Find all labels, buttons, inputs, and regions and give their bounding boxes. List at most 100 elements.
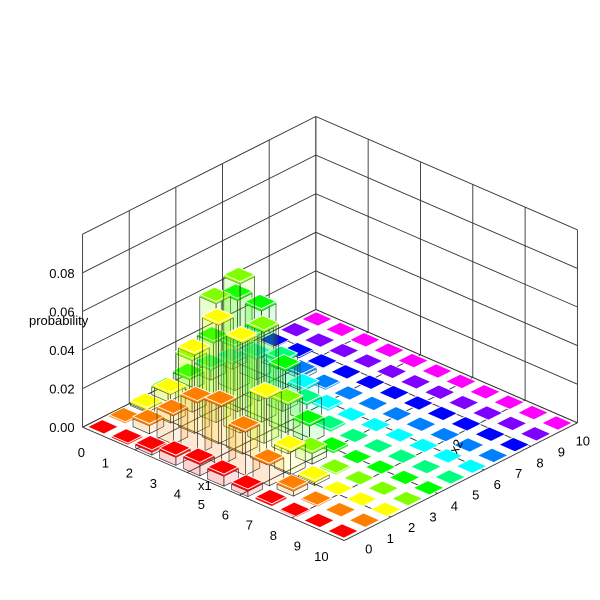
bar-cap-side — [274, 442, 291, 452]
bar-cap-side — [149, 416, 164, 426]
bar-top — [326, 523, 360, 539]
bar-cap-side — [330, 422, 346, 432]
bar — [332, 385, 366, 401]
bar-top — [348, 332, 382, 348]
bar — [327, 342, 361, 359]
bar — [182, 447, 216, 477]
bar-cap-side — [197, 333, 214, 344]
bar — [254, 488, 288, 507]
bar — [361, 438, 395, 454]
bar-cap-side — [183, 455, 200, 465]
bar-cap-side — [199, 455, 215, 465]
bar-cap-side — [223, 466, 239, 477]
bar-top — [86, 419, 120, 435]
bar-top — [375, 363, 409, 380]
bar — [299, 490, 333, 507]
y-tick-label: 2 — [408, 520, 415, 535]
bar-top — [182, 447, 216, 463]
bar-top — [347, 512, 381, 528]
grid-line — [82, 231, 578, 351]
bar-cap-side — [271, 496, 287, 507]
bar — [275, 474, 309, 497]
bar — [409, 458, 443, 475]
bar — [297, 465, 331, 486]
bar-top — [356, 395, 390, 412]
bar-top — [220, 283, 254, 299]
x-tick-label: 6 — [222, 507, 229, 522]
bar-cap-side — [237, 291, 252, 301]
bar-top — [299, 490, 333, 506]
bar-top — [406, 437, 440, 454]
bar-top — [471, 405, 505, 421]
bar — [377, 384, 411, 401]
bar — [249, 381, 283, 466]
bar-top — [519, 426, 553, 442]
bar — [305, 353, 339, 369]
x-tick-label: 7 — [246, 518, 253, 533]
bar-cap-side — [181, 393, 198, 404]
bar-top — [430, 448, 464, 464]
bar-cap-side — [298, 472, 315, 483]
axis-labels: probability x1 x2 0.000.020.040.060.0801… — [29, 266, 590, 564]
bar-cap-side — [333, 443, 348, 454]
y-tick-label: 8 — [536, 455, 543, 470]
bar-top — [273, 434, 307, 450]
bar — [473, 426, 507, 442]
bar — [110, 428, 144, 445]
bar — [447, 394, 481, 411]
bar-cap-side — [285, 361, 300, 372]
bar-top — [316, 436, 350, 452]
bar-top — [129, 392, 163, 408]
bar — [540, 415, 574, 431]
bar-cap-side — [306, 395, 322, 405]
bar — [206, 459, 240, 487]
y-tick-label: 4 — [451, 498, 458, 513]
bar-top — [222, 266, 256, 283]
bar — [382, 427, 416, 443]
bar-top — [361, 438, 395, 454]
bar-cap-side — [218, 315, 234, 326]
bar — [323, 502, 357, 518]
bar-top — [278, 501, 312, 517]
bar-top — [177, 337, 211, 354]
bar-cap-side — [189, 370, 204, 380]
bar — [366, 480, 400, 496]
bar — [364, 459, 398, 475]
bar-top — [377, 384, 411, 401]
bar — [227, 415, 261, 476]
bar-top — [227, 415, 261, 431]
bar — [433, 469, 467, 485]
bar-top — [476, 447, 510, 464]
bar-cap-side — [178, 345, 195, 355]
bar-cap-side — [231, 482, 248, 492]
bar-cap-side — [312, 401, 329, 411]
bar-cap-side — [256, 349, 271, 360]
bar-top — [449, 416, 483, 432]
bar-top — [353, 374, 387, 390]
bar-top — [251, 448, 285, 464]
bar-cap-side — [269, 361, 286, 372]
x-tick-label: 4 — [174, 486, 181, 501]
bar-top — [492, 394, 526, 410]
bar-top — [468, 384, 502, 400]
bar — [468, 384, 502, 400]
bar-top — [342, 470, 376, 486]
bar-cap-side — [245, 301, 262, 312]
bar-top — [433, 469, 467, 485]
bar — [324, 321, 358, 338]
bar-top — [134, 435, 168, 451]
bar — [246, 315, 280, 444]
bar — [326, 523, 360, 539]
bar — [294, 436, 328, 465]
z-axis-label: probability — [29, 313, 89, 328]
bar-cap-side — [130, 400, 147, 410]
bar-cap-side — [266, 389, 282, 399]
bar-cap-side — [261, 301, 276, 312]
bar — [444, 373, 478, 390]
bar-top — [324, 321, 358, 338]
bar — [423, 384, 457, 400]
bar-top — [254, 488, 288, 505]
bar — [203, 389, 237, 466]
bar-top — [447, 394, 481, 411]
